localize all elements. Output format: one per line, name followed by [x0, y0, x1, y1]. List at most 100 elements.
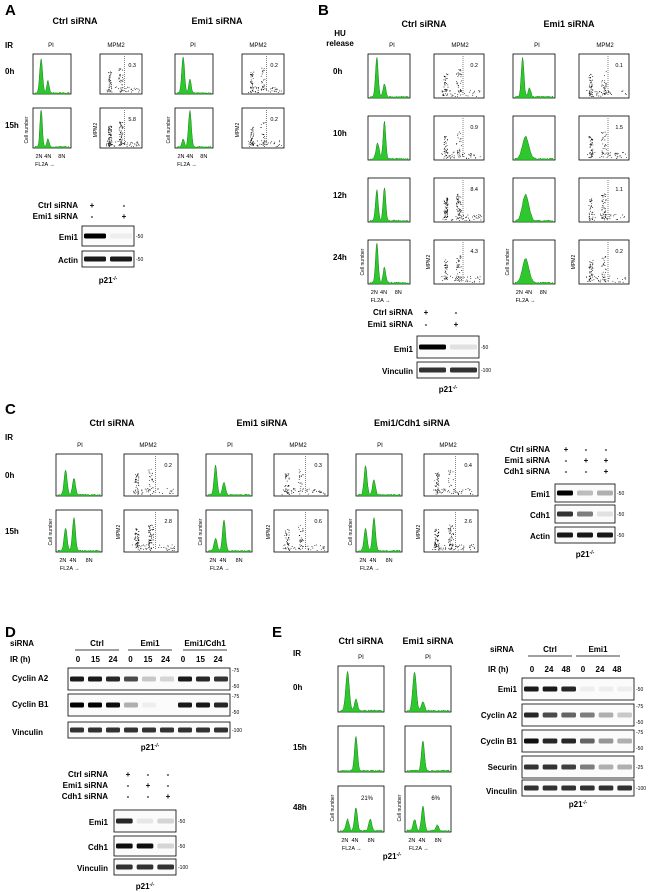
blot-d-0-band-0	[70, 676, 84, 682]
tick-8n: 8N	[368, 838, 375, 844]
mw-marker: -75	[636, 730, 643, 736]
x-axis-label: FL2A →	[371, 298, 391, 304]
sub-header-mpm2: MPM2	[139, 443, 157, 449]
blot-e-1-band-5	[617, 712, 632, 718]
row-label-c-0: 0h	[5, 471, 14, 480]
blot-e-4-band-1	[542, 785, 558, 791]
sub-header-mpm2: MPM2	[439, 443, 457, 449]
timepoint-d-3: 0	[128, 655, 133, 664]
hist-e-r2-c1	[404, 785, 452, 833]
blot-d-0-band-7	[196, 676, 210, 682]
col-header-e-1: Emi1 siRNA	[402, 636, 454, 646]
row-label-e-2: 48h	[293, 803, 307, 812]
dotplot-c-r0-c0: 0.2	[123, 453, 179, 497]
mpm2-c-r1-c2: 2.6	[464, 519, 472, 525]
blot-c-emi1	[554, 483, 616, 503]
tick-8n: 8N	[200, 154, 207, 160]
x-axis-label: FL2A →	[342, 846, 362, 852]
treat-sign: +	[90, 201, 95, 210]
band-label-a-emi1: Emi1	[59, 233, 79, 242]
mw-marker: -50	[617, 533, 624, 539]
timepoint-d-0: 0	[76, 655, 81, 664]
treat-sign: -	[585, 467, 588, 476]
row-label-b-0: 0h	[333, 67, 342, 76]
treat-label-d2-2: Cdh1 siRNA	[62, 792, 108, 801]
band-label-b-emi1: Emi1	[394, 345, 414, 354]
mpm2-b-r2-c1: 1.1	[615, 187, 623, 193]
hist-a-r1-c0	[32, 107, 72, 149]
mpm2-a-r1-c1: 0.2	[270, 117, 278, 123]
blot-e-4	[521, 779, 635, 797]
row-label-a-0: 0h	[5, 67, 14, 76]
treat-sign: +	[424, 308, 429, 317]
tick-4n: 4N	[525, 290, 532, 296]
tick-2n: 2N	[359, 558, 366, 564]
treat-sign: -	[91, 212, 94, 221]
mw-marker: -50	[232, 684, 239, 690]
tick-8n: 8N	[435, 838, 442, 844]
tick-4n: 4N	[419, 838, 426, 844]
mw-marker: -50	[617, 512, 624, 518]
panel-label-c: C	[5, 401, 16, 418]
y-label-cell-number: Cell number	[24, 116, 30, 143]
hist-e-r1-c1	[404, 725, 452, 773]
blot-e-0-band-3	[580, 686, 595, 692]
treat-sign: -	[565, 467, 568, 476]
blot-e-3	[521, 755, 635, 779]
hist-c-r1-c0	[55, 509, 103, 553]
y-label-cell-number: Cell number	[198, 518, 204, 545]
blot-d2-cdh1-band-1	[136, 843, 154, 849]
timepoint-d-5: 24	[161, 655, 170, 664]
blot-e-1-band-2	[561, 712, 576, 718]
blot-d-1	[67, 693, 231, 717]
y-label-mpm2: MPM2	[235, 123, 241, 138]
band-label-c-cdh1: Cdh1	[530, 511, 551, 520]
y-label-cell-number: Cell number	[360, 248, 366, 275]
x-axis-label: FL2A →	[177, 162, 197, 168]
hist-axis-e-c0: 2N 4N 8N FL2A →	[341, 838, 374, 852]
hu-label-b: HU	[334, 29, 346, 38]
blot-e-2-band-3	[580, 738, 595, 744]
y-label-cell-number: Cell number	[48, 518, 54, 545]
treat-sign: -	[167, 781, 170, 790]
blot-e-3-band-1	[542, 764, 558, 770]
hist-b-r2-c1	[512, 177, 556, 223]
y-label-cell-number: Cell number	[166, 116, 172, 143]
tick-4n: 4N	[44, 154, 51, 160]
blot-e-2-band-0	[524, 738, 539, 744]
hist-axis-e-c1: 2N 4N 8N FL2A →	[408, 838, 441, 852]
ir-label-a: IR	[5, 41, 13, 50]
tick-4n: 4N	[70, 558, 77, 564]
tick-8n: 8N	[86, 558, 93, 564]
treat-sign: +	[166, 792, 171, 801]
pct-e-r2-c0: 21%	[361, 796, 374, 802]
blot-c-emi1-band-2	[597, 490, 613, 496]
blot-d-1-band-4	[142, 702, 156, 708]
hist-c-r0-c1	[205, 453, 253, 497]
blot-d-0-band-1	[88, 676, 102, 682]
blot-e-0	[521, 677, 635, 701]
timepoint-d-8: 24	[214, 655, 223, 664]
x-axis-label: FL2A →	[210, 566, 230, 572]
blot-d-0-band-2	[106, 676, 120, 682]
hist-axis-b-c0: 2N 4N 8N FL2A →	[371, 290, 402, 304]
blot-c-actin-band-2	[597, 532, 613, 538]
col-header-a-0: Ctrl siRNA	[52, 16, 98, 26]
sub-header-pi: PI	[425, 655, 431, 661]
mpm2-a-r0-c0: 0.3	[128, 63, 136, 69]
ir-label-e-blot: IR (h)	[488, 665, 509, 674]
blot-a-emi1	[81, 225, 135, 247]
tick-4n: 4N	[380, 290, 387, 296]
band-label-e-2: Cyclin B1	[481, 737, 518, 746]
blot-d-2-band-5	[160, 727, 174, 733]
blot-e-0-band-5	[617, 686, 632, 692]
blot-d-0-band-4	[142, 676, 156, 682]
treat-sign: -	[455, 308, 458, 317]
ir-label-c: IR	[5, 433, 13, 442]
tick-8n: 8N	[386, 558, 393, 564]
timepoint-e-3: 0	[581, 665, 586, 674]
sub-header-pi: PI	[534, 43, 540, 49]
